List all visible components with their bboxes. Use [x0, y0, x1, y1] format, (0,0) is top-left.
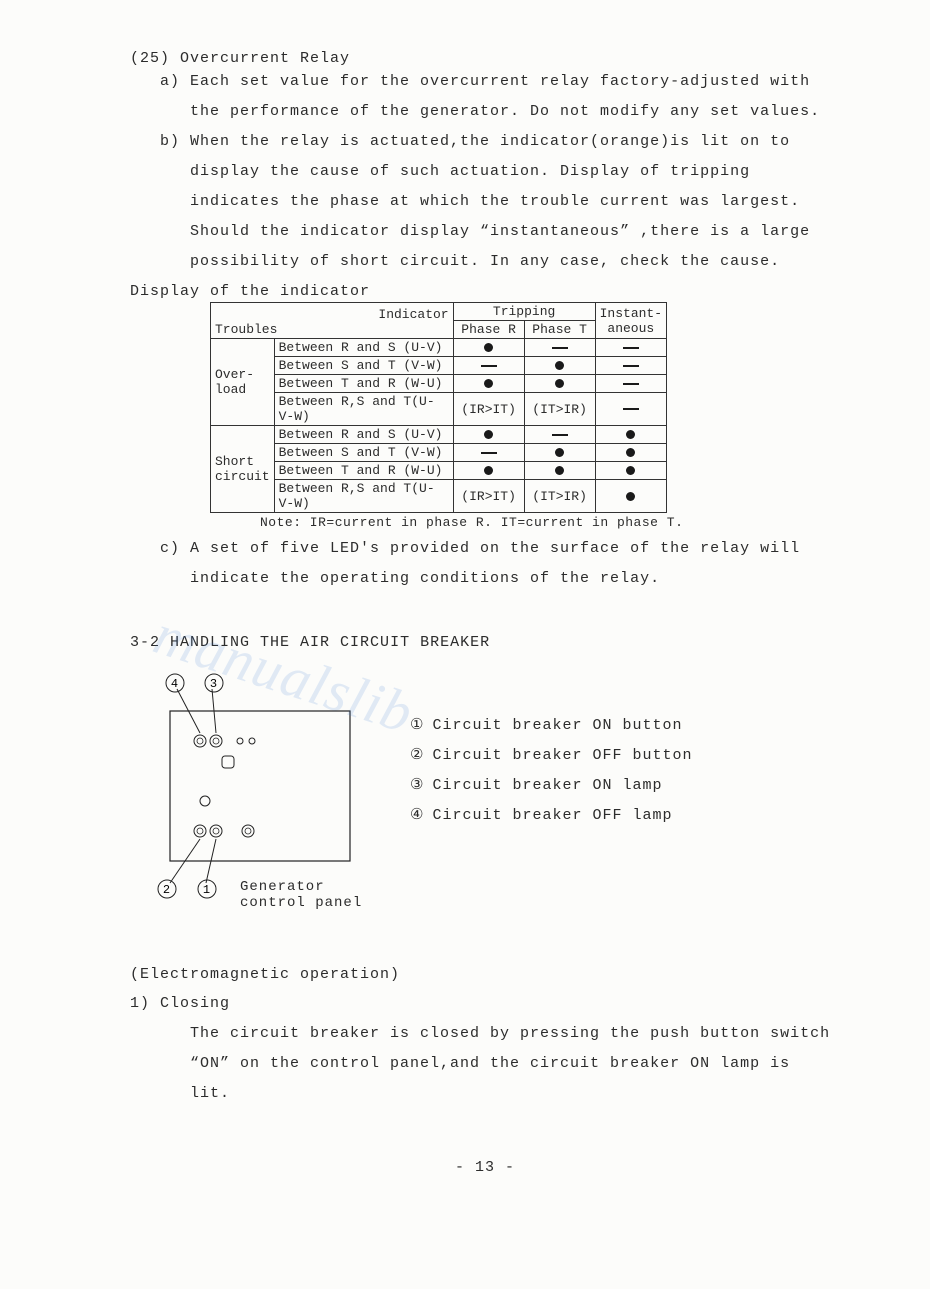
callout-2: 2	[163, 883, 171, 897]
th-troubles: Troubles	[215, 322, 277, 337]
page-number: - 13 -	[130, 1159, 840, 1176]
closing-text: The circuit breaker is closed by pressin…	[190, 1019, 840, 1109]
th-instant2: aneous	[607, 321, 654, 336]
item-a: a) Each set value for the overcurrent re…	[160, 67, 840, 127]
callout-1: 1	[203, 883, 211, 897]
table-note: Note: IR=current in phase R. IT=current …	[260, 515, 840, 530]
panel-label: Generator control panel	[240, 879, 370, 911]
th-phase-t: Phase T	[524, 321, 595, 339]
item-c-label: c)	[160, 534, 190, 594]
closing-label: 1)	[130, 989, 160, 1019]
section-32-number: 3-2	[130, 634, 160, 651]
legend-item: ①Circuit breaker ON button	[410, 711, 840, 741]
section-title: Overcurrent Relay	[180, 50, 350, 67]
panel-svg: 4 3 2 1	[130, 671, 370, 901]
item-c: c) A set of five LED's provided on the s…	[160, 534, 840, 594]
indicator-table: Indicator Troubles Tripping Instant- ane…	[210, 302, 667, 513]
item-b-label: b)	[160, 127, 190, 277]
th-tripping: Tripping	[453, 303, 595, 321]
closing-item: 1) Closing	[130, 989, 840, 1019]
legend-item: ②Circuit breaker OFF button	[410, 741, 840, 771]
closing-title: Closing	[160, 989, 840, 1019]
item-c-text: A set of five LED's provided on the surf…	[190, 534, 840, 594]
diagram: 4 3 2 1 Generator control panel	[130, 671, 370, 906]
callout-3: 3	[210, 677, 218, 691]
th-instant1: Instant-	[600, 306, 662, 321]
diagram-section: 4 3 2 1 Generator control panel ①Circuit…	[130, 671, 840, 906]
th-indicator: Indicator	[378, 307, 448, 322]
section-number: (25)	[130, 50, 170, 67]
item-a-label: a)	[160, 67, 190, 127]
item-b-text: When the relay is actuated,the indicator…	[190, 127, 840, 277]
section-32-heading: 3-2 HANDLING THE AIR CIRCUIT BREAKER	[130, 634, 840, 651]
legend-item: ③Circuit breaker ON lamp	[410, 771, 840, 801]
th-phase-r: Phase R	[453, 321, 524, 339]
legend: ①Circuit breaker ON button②Circuit break…	[410, 711, 840, 906]
display-label: Display of the indicator	[130, 283, 840, 300]
legend-item: ④Circuit breaker OFF lamp	[410, 801, 840, 831]
item-b: b) When the relay is actuated,the indica…	[160, 127, 840, 277]
section-25-heading: (25) Overcurrent Relay	[130, 50, 840, 67]
electro-title: (Electromagnetic operation)	[130, 966, 840, 983]
section-32-title: HANDLING THE AIR CIRCUIT BREAKER	[170, 634, 490, 651]
callout-4: 4	[171, 677, 179, 691]
item-a-text: Each set value for the overcurrent relay…	[190, 67, 840, 127]
